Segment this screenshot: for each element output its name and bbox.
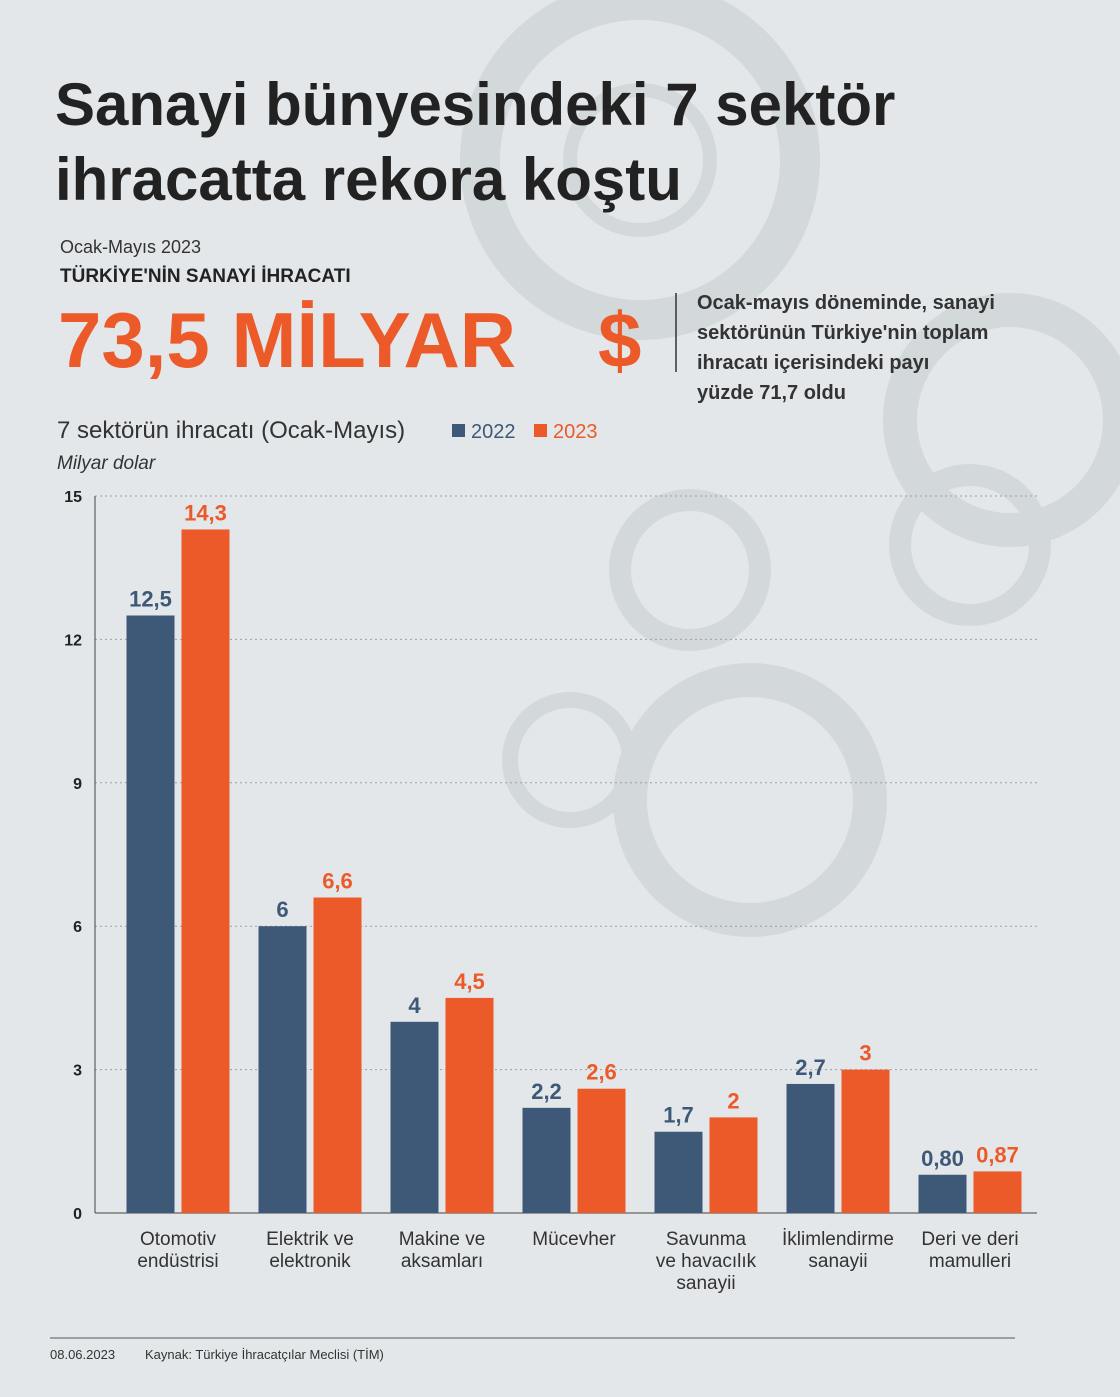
bar — [181, 529, 230, 1213]
value-label: 2,6 — [586, 1060, 617, 1085]
bar — [654, 1131, 703, 1213]
bar — [522, 1107, 571, 1213]
value-label: 12,5 — [129, 587, 172, 612]
legend-swatch — [534, 424, 547, 437]
gear-decoration — [460, 0, 1120, 937]
value-label: 14,3 — [184, 500, 227, 525]
period: Ocak-Mayıs 2023 — [60, 237, 201, 257]
x-tick-label: sanayii — [808, 1251, 867, 1272]
title-line: Sanayi bünyesindeki 7 sektör — [55, 71, 895, 138]
value-label: 4,5 — [454, 969, 485, 994]
value-label: 6,6 — [322, 869, 353, 894]
x-tick-label: mamulleri — [929, 1251, 1011, 1272]
title-line: ihracatta rekora koştu — [55, 146, 682, 213]
value-label: 6 — [276, 897, 288, 922]
value-label: 2,2 — [531, 1079, 562, 1104]
x-tick-label: Mücevher — [532, 1229, 616, 1250]
bar — [313, 897, 362, 1213]
chart-title: 7 sektörün ihracatı (Ocak-Mayıs) — [57, 417, 405, 444]
legend-swatch — [452, 424, 465, 437]
bar — [973, 1171, 1022, 1213]
note-line: sektörünün Türkiye'nin toplam — [697, 322, 988, 344]
y-tick-label: 9 — [73, 776, 82, 793]
legend-label: 2022 — [471, 421, 516, 443]
bar — [709, 1117, 758, 1213]
bar — [577, 1088, 626, 1213]
headline: 73,5 MİLYAR — [58, 296, 516, 384]
x-tick-label: Makine ve — [399, 1229, 486, 1250]
value-label: 0,80 — [921, 1146, 964, 1171]
x-tick-label: sanayii — [676, 1273, 735, 1294]
y-axis-label: Milyar dolar — [57, 453, 156, 474]
bar — [445, 997, 494, 1213]
note-line: ihracatı içerisindeki payı — [697, 352, 929, 374]
note-line: yüzde 71,7 oldu — [697, 382, 846, 404]
x-tick-label: Elektrik ve — [266, 1229, 354, 1250]
x-tick-label: Deri ve deri — [921, 1229, 1018, 1250]
value-label: 4 — [408, 993, 421, 1018]
currency: $ — [598, 296, 641, 384]
bar — [786, 1083, 835, 1213]
x-tick-label: İklimlendirme — [782, 1229, 894, 1250]
bar — [390, 1021, 439, 1213]
kicker: TÜRKİYE'NİN SANAYİ İHRACATI — [60, 266, 351, 287]
value-label: 3 — [859, 1041, 871, 1066]
x-tick-label: endüstrisi — [137, 1251, 218, 1272]
x-tick-label: elektronik — [269, 1251, 351, 1272]
legend-label: 2023 — [553, 421, 598, 443]
bar — [258, 926, 307, 1213]
bar — [126, 615, 175, 1213]
y-tick-label: 0 — [73, 1206, 82, 1223]
value-label: 2,7 — [795, 1055, 826, 1080]
x-tick-label: ve havacılık — [656, 1251, 757, 1272]
y-tick-label: 3 — [73, 1063, 82, 1080]
value-label: 2 — [727, 1088, 739, 1113]
y-tick-label: 12 — [64, 632, 82, 649]
y-tick-label: 6 — [73, 919, 82, 936]
bar — [841, 1069, 890, 1213]
value-label: 1,7 — [663, 1103, 694, 1128]
footer-date: 08.06.2023 — [50, 1347, 115, 1362]
bar — [918, 1174, 967, 1213]
x-tick-label: Otomotiv — [140, 1229, 217, 1250]
x-tick-label: Savunma — [666, 1229, 747, 1250]
y-tick-label: 15 — [64, 489, 82, 506]
value-label: 0,87 — [976, 1142, 1019, 1167]
footer-source: Kaynak: Türkiye İhracatçılar Meclisi (Tİ… — [145, 1347, 384, 1362]
note-line: Ocak-mayıs döneminde, sanayi — [697, 292, 995, 314]
x-tick-label: aksamları — [401, 1251, 483, 1272]
